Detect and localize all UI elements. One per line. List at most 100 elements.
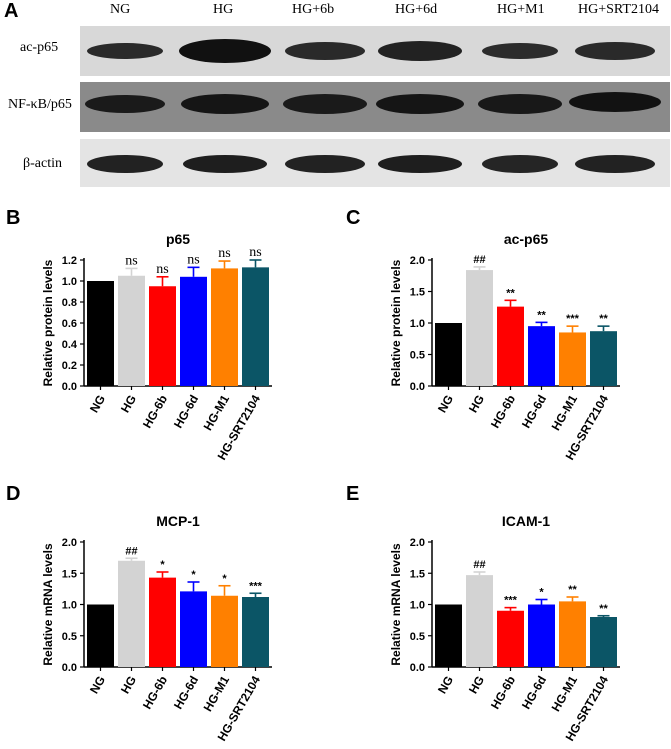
panel-d-y-tick-label: 0.5 — [62, 631, 77, 643]
panel-e-category-label: HG-6b — [488, 674, 518, 712]
blot-strip-nfkb-p65 — [80, 82, 670, 132]
panel-b-y-tick-label: 1.0 — [62, 276, 77, 288]
panel-e-title: ICAM-1 — [502, 513, 550, 529]
panel-d-y-tick-label: 2.0 — [62, 537, 77, 549]
panel-c-category-label: HG — [466, 393, 487, 416]
band — [183, 155, 267, 173]
panel-b-category-label: HG — [118, 393, 139, 416]
panel-c-category-label: NG — [435, 393, 456, 416]
panel-c-y-tick-label: 2.0 — [410, 255, 425, 267]
panel-c-bar — [590, 331, 617, 386]
panel-b-category-label: HG-6b — [140, 393, 170, 431]
panel-b-y-tick-label: 0.6 — [62, 318, 77, 330]
panel-e-y-tick-label: 1.0 — [410, 600, 425, 612]
panel-c-y-tick-label: 0.0 — [410, 381, 425, 393]
panel-e-category-label: HG-M1 — [549, 673, 581, 714]
panel-e-significance-label: ## — [473, 559, 485, 571]
lane-label-hg-m1: HG+M1 — [497, 2, 545, 17]
panel-e-significance-label: * — [539, 587, 544, 599]
panel-e-y-tick-label: 2.0 — [410, 537, 425, 549]
panel-c-category-label: HG-6d — [519, 393, 549, 431]
panel-e-bar — [528, 604, 555, 667]
band — [87, 43, 163, 59]
panel-e-bar — [435, 604, 462, 667]
panel-e-category-label: NG — [435, 674, 456, 697]
panel-c-bar — [497, 306, 524, 386]
panel-e-bar — [466, 575, 493, 667]
panel-e-category-label: HG — [466, 674, 487, 697]
panel-d-bar — [242, 597, 269, 667]
band — [283, 94, 367, 114]
panel-d-y-tick-label: 0.0 — [62, 662, 77, 674]
panel-d-category-label: HG-6b — [140, 674, 170, 712]
panel-e-y-tick-label: 1.5 — [410, 568, 425, 580]
panel-e-significance-label: ** — [599, 603, 608, 615]
band — [482, 43, 558, 59]
panel-d-y-tick-label: 1.0 — [62, 600, 77, 612]
panel-e-y-tick-label: 0.5 — [410, 631, 425, 643]
panel-d-bar — [211, 595, 238, 667]
panel-b-y-tick-label: 0.0 — [62, 381, 77, 393]
panel-d-title: MCP-1 — [156, 513, 200, 529]
panel-c-category-label: HG-M1 — [549, 392, 581, 433]
band — [569, 92, 661, 112]
panel-d-category-label: HG-6d — [171, 674, 201, 712]
panel-b-significance-label: ns — [156, 262, 168, 277]
panel-e-letter: E — [346, 483, 359, 505]
panel-e-category-label: HG-6d — [519, 674, 549, 712]
band — [478, 94, 562, 114]
panel-c-significance-label: ## — [473, 254, 485, 266]
panel-d-bar — [180, 591, 207, 667]
panel-b-y-tick-label: 0.2 — [62, 360, 77, 372]
row-label-beta-actin: β-actin — [23, 156, 62, 171]
panel-b-bar — [180, 276, 207, 386]
panel-d-letter: D — [6, 483, 20, 505]
panel-b-significance-label: ns — [218, 246, 230, 261]
panel-e-y-axis-label: Relative mRNA levels — [389, 543, 403, 666]
panel-c-bar — [435, 323, 462, 386]
panel-b-bar — [211, 268, 238, 386]
lane-label-hg-6d: HG+6d — [395, 2, 438, 17]
panel-d-bar — [118, 560, 145, 667]
band — [575, 155, 655, 173]
panel-c-bar — [466, 270, 493, 386]
band — [285, 42, 365, 60]
band — [285, 155, 365, 173]
panel-b-category-label: HG-M1 — [201, 392, 233, 433]
panel-b-bar — [242, 267, 269, 386]
band — [378, 41, 462, 61]
panel-c-significance-label: ** — [537, 309, 546, 321]
band — [575, 42, 655, 60]
panel-c-y-tick-label: 1.0 — [410, 318, 425, 330]
panel-d-y-tick-label: 1.5 — [62, 568, 77, 580]
panel-d-bar — [87, 604, 114, 667]
panel-c-category-label: HG-6b — [488, 393, 518, 431]
panel-d-significance-label: * — [160, 559, 165, 571]
lane-label-hg-6b: HG+6b — [292, 2, 335, 17]
panel-d-category-label: HG — [118, 674, 139, 697]
panel-c-bar — [528, 326, 555, 386]
lane-label-hg-srt2104: HG+SRT2104 — [578, 2, 659, 17]
panel-b-y-tick-label: 0.4 — [62, 339, 78, 351]
band — [179, 39, 271, 63]
blot-strip-ac-p65 — [80, 26, 670, 76]
panel-c-significance-label: ** — [506, 287, 515, 299]
lane-label-hg: HG — [213, 2, 234, 17]
band — [87, 155, 163, 173]
panel-b-y-axis-label: Relative protein levels — [41, 259, 55, 386]
row-label-ac-p65: ac-p65 — [20, 40, 59, 55]
panel-d-y-axis-label: Relative mRNA levels — [41, 543, 55, 666]
panel-b-y-tick-label: 0.8 — [62, 297, 77, 309]
panel-e-bar — [559, 601, 586, 667]
panel-d-significance-label: ## — [125, 545, 137, 557]
panel-d-significance-label: * — [191, 569, 196, 581]
panel-c-letter: C — [346, 207, 360, 229]
panel-b-significance-label: ns — [125, 253, 137, 268]
panel-c-significance-label: *** — [566, 313, 580, 325]
panel-c-significance-label: ** — [599, 313, 608, 325]
band — [376, 94, 464, 114]
row-label-nfkb-p65: NF-κB/p65 — [8, 97, 72, 112]
panel-d-category-label: HG-M1 — [201, 673, 233, 714]
panel-b-bar — [87, 281, 114, 386]
band — [482, 155, 558, 173]
